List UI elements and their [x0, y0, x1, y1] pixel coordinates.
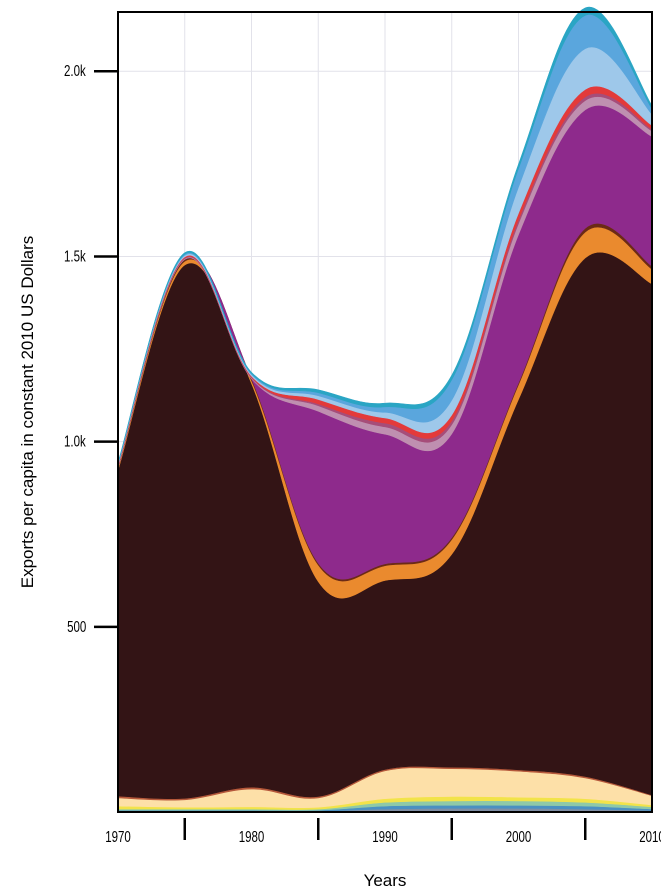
x-tick-label: 1970 — [105, 827, 131, 845]
y-tick-label: 2.0k — [64, 61, 86, 79]
y-tick-label: 500 — [67, 617, 86, 635]
x-tick-label: 2010 — [639, 827, 661, 845]
y-tick-label: 1.0k — [64, 432, 86, 450]
x-tick-label: 1980 — [239, 827, 265, 845]
y-tick-label: 1.5k — [64, 247, 86, 265]
x-axis-title: Years — [364, 871, 407, 890]
y-axis: 500 1.0k 1.5k 2.0k — [64, 61, 118, 635]
x-axis: 1970 1980 1990 2000 2010 — [105, 818, 661, 845]
y-axis-title: Exports per capita in constant 2010 US D… — [18, 236, 37, 588]
x-tick-label: 2000 — [506, 827, 532, 845]
x-tick-label: 1990 — [372, 827, 398, 845]
plot-frame — [117, 11, 653, 813]
